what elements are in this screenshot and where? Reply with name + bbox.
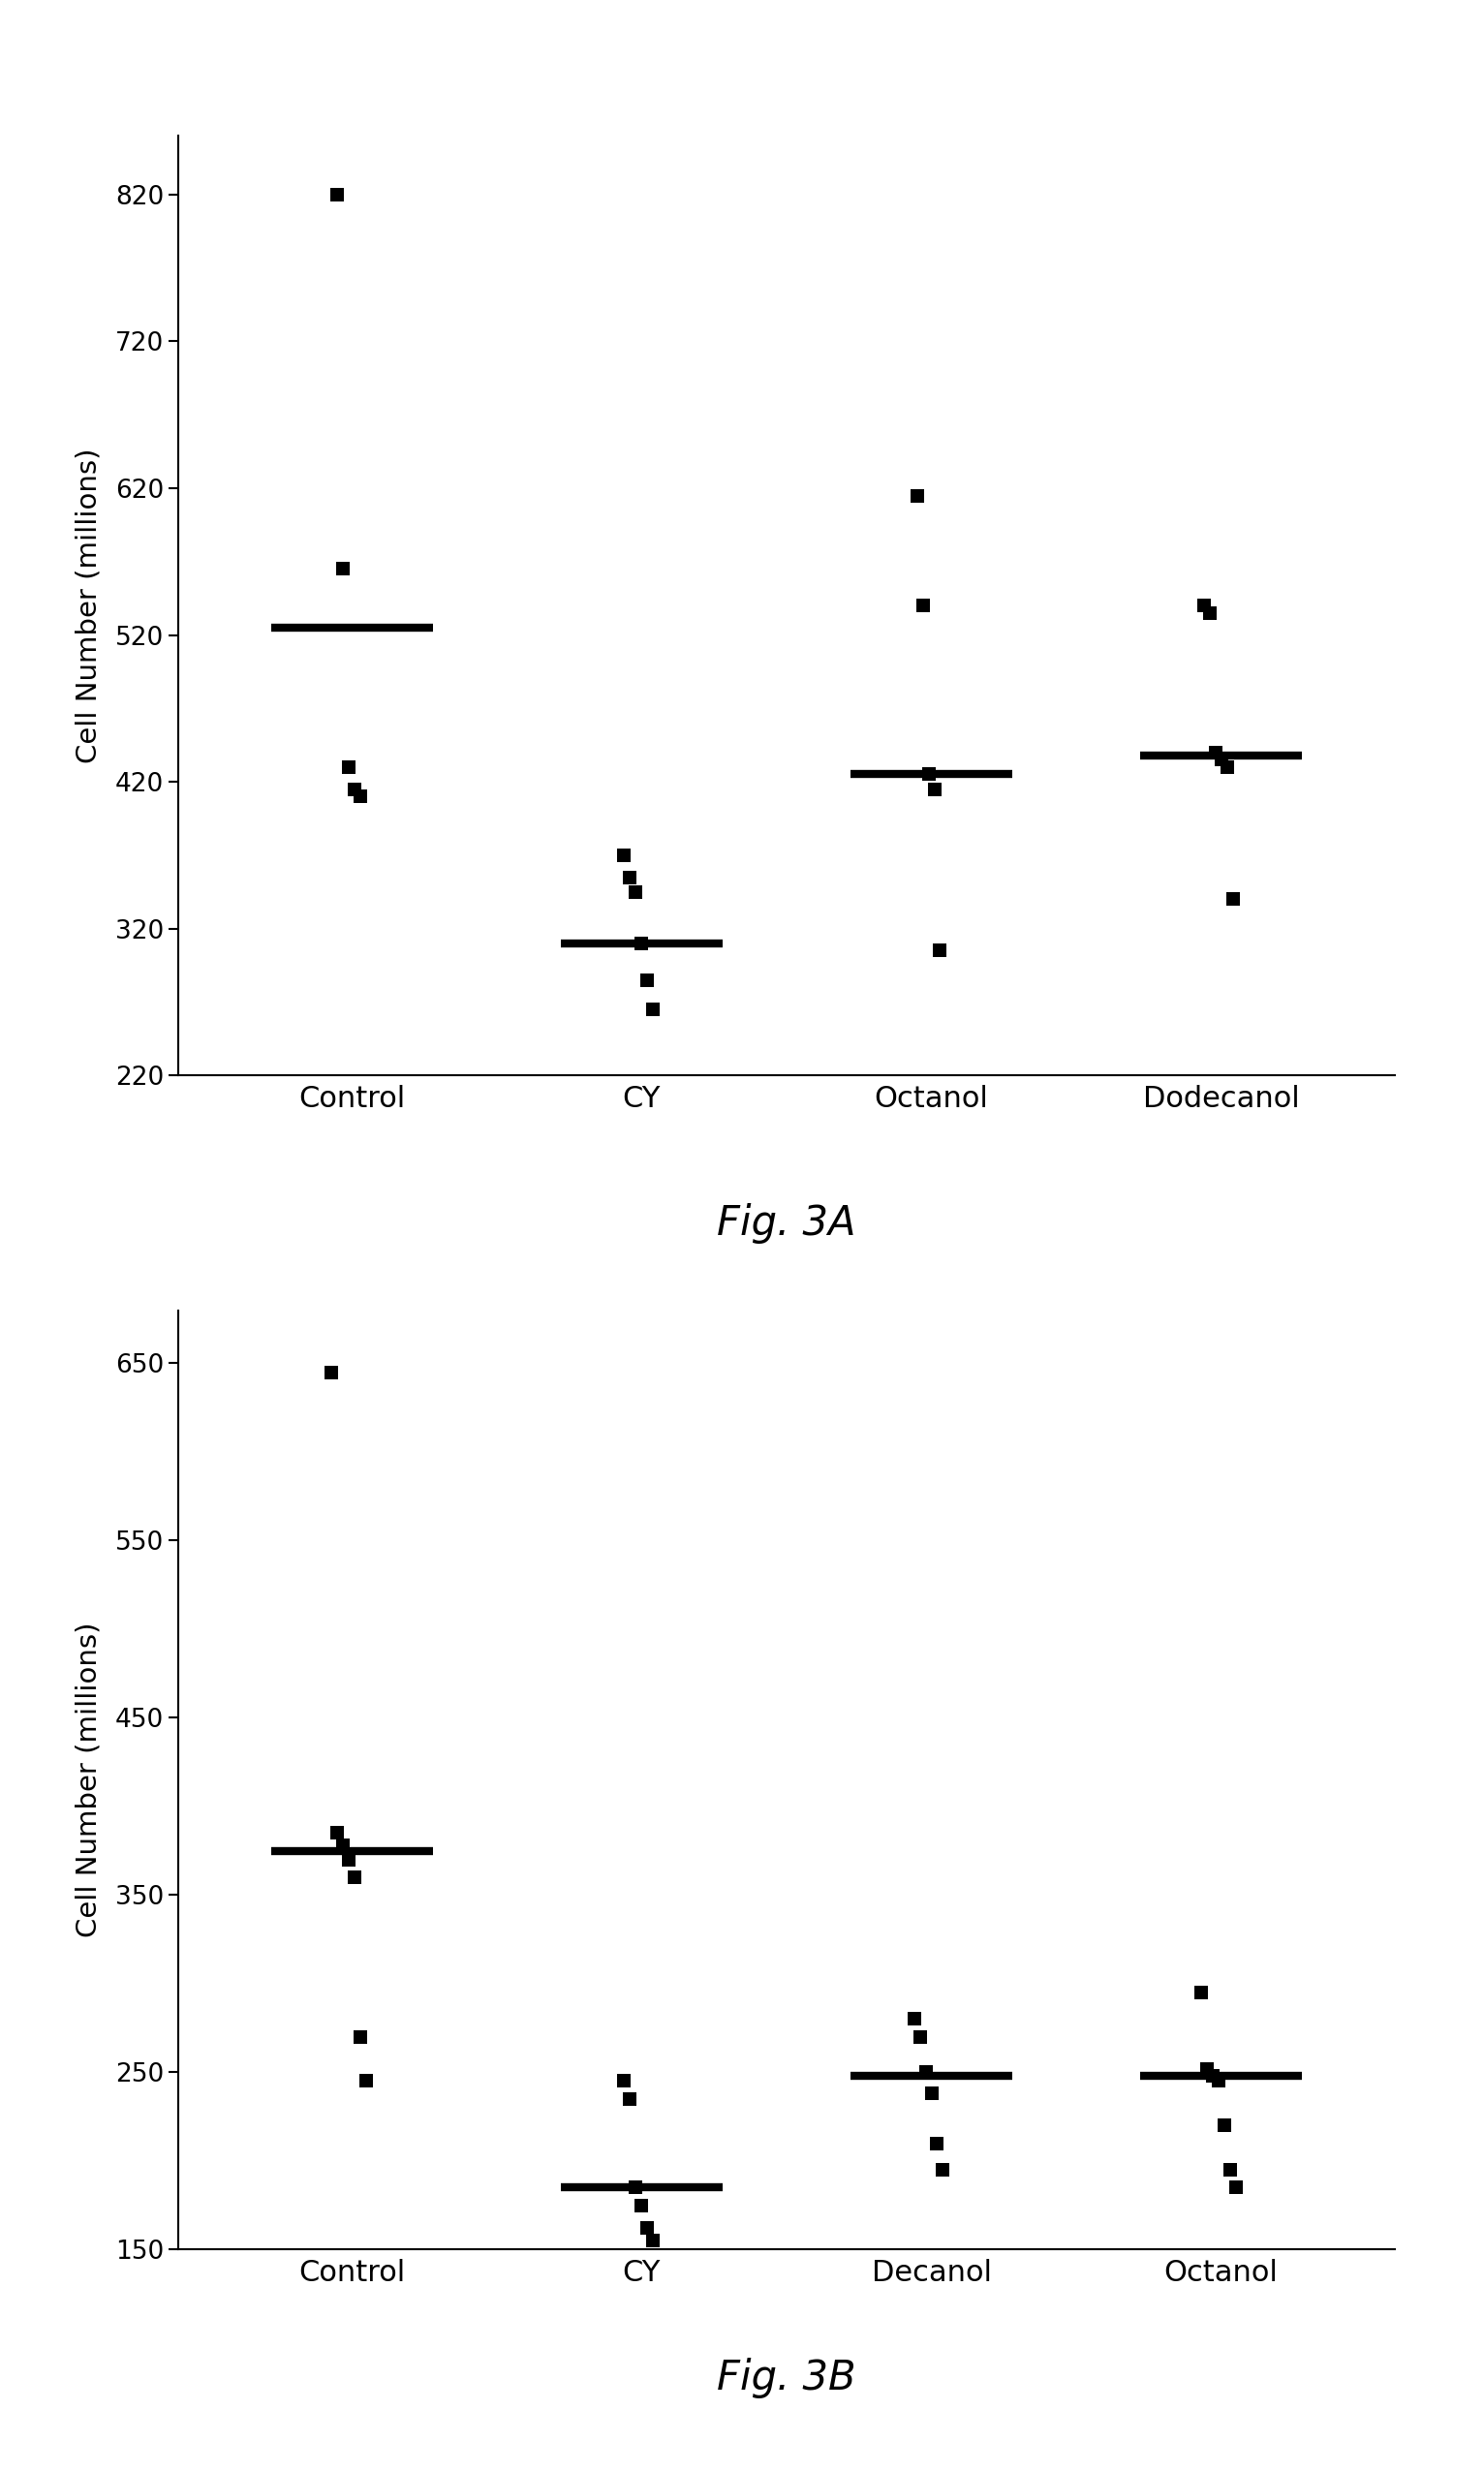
Point	[349, 2017, 372, 2057]
Point	[641, 989, 665, 1028]
Point	[331, 549, 355, 588]
Point	[619, 858, 643, 897]
Point	[331, 1827, 355, 1866]
Point	[902, 2000, 926, 2039]
Point	[629, 2185, 653, 2225]
Point	[917, 754, 941, 794]
Point	[325, 1814, 349, 1854]
Point	[319, 1352, 343, 1392]
Point	[629, 925, 653, 964]
Point	[623, 873, 647, 912]
Y-axis label: Cell Number (millions): Cell Number (millions)	[74, 1622, 102, 1938]
Point	[1215, 747, 1239, 786]
Point	[1201, 2057, 1224, 2096]
Point	[928, 932, 951, 971]
Point	[1198, 593, 1221, 633]
Point	[1218, 2151, 1242, 2190]
Point	[930, 2151, 954, 2190]
Point	[641, 2220, 665, 2259]
Point	[926, 2123, 950, 2163]
Point	[1221, 880, 1245, 920]
Point	[1212, 2106, 1236, 2146]
Point	[1195, 2049, 1218, 2089]
Point	[1206, 2062, 1230, 2101]
Point	[635, 2207, 659, 2247]
Point	[613, 2062, 637, 2101]
Point	[349, 776, 372, 816]
Point	[337, 1839, 361, 1879]
Point	[1204, 732, 1227, 771]
Point	[905, 475, 929, 514]
Point	[1224, 2168, 1248, 2207]
Point	[1192, 586, 1215, 625]
Point	[343, 769, 367, 808]
Text: Fig. 3A: Fig. 3A	[717, 1204, 856, 1243]
Point	[635, 959, 659, 999]
Point	[920, 2074, 944, 2114]
Point	[623, 2168, 647, 2207]
Point	[1189, 1973, 1212, 2012]
Point	[343, 1856, 367, 1896]
Point	[911, 586, 935, 625]
Text: Fig. 3B: Fig. 3B	[717, 2358, 856, 2398]
Point	[355, 2062, 378, 2101]
Point	[914, 2052, 938, 2091]
Point	[1209, 739, 1233, 779]
Point	[325, 176, 349, 215]
Point	[619, 2079, 643, 2119]
Point	[908, 2017, 932, 2057]
Point	[613, 836, 637, 875]
Point	[337, 747, 361, 786]
Y-axis label: Cell Number (millions): Cell Number (millions)	[74, 447, 102, 764]
Point	[923, 769, 947, 808]
